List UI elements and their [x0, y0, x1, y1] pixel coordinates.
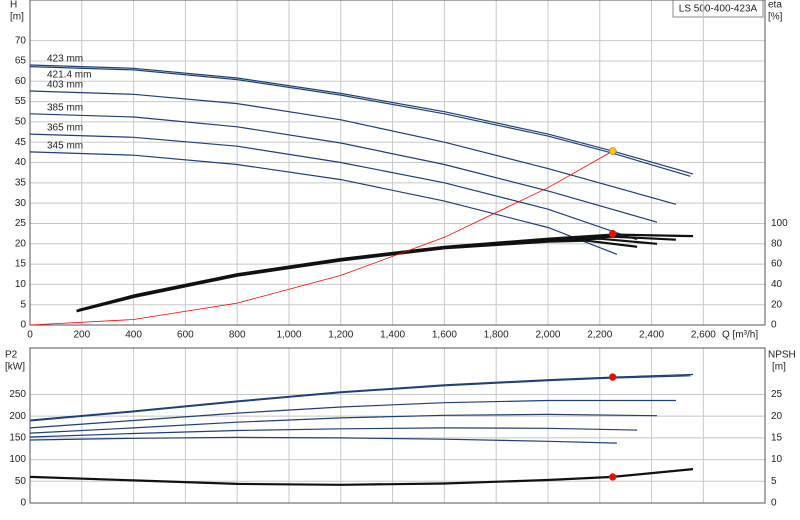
x-tick-label: 0	[27, 330, 33, 341]
x-tick-label: 400	[125, 330, 142, 341]
y2-tick-label: 0	[771, 498, 777, 509]
y-tick-label: 25	[15, 218, 27, 229]
y2-axis-unit: [m]	[772, 362, 786, 373]
y-tick-label: 30	[15, 198, 27, 209]
y-axis-label: P2	[5, 350, 18, 361]
y-tick-label: 50	[15, 476, 27, 487]
curve	[29, 64, 694, 175]
curve	[29, 413, 658, 434]
y2-axis-label: eta	[768, 0, 782, 11]
curve-label: 421.4 mm	[47, 69, 91, 80]
y-tick-label: 60	[15, 76, 27, 87]
plot-frame	[29, 0, 766, 326]
y2-axis-unit: [%]	[768, 12, 783, 23]
y-axis-label: H	[10, 0, 17, 11]
x-tick-label: 2,600	[691, 330, 716, 341]
y2-tick-label: 80	[771, 238, 783, 249]
curve	[29, 150, 613, 326]
plot-frame	[29, 347, 766, 504]
y-tick-label: 55	[15, 96, 27, 107]
y-tick-label: 5	[20, 299, 26, 310]
y-tick-label: 15	[15, 259, 27, 270]
curve	[29, 375, 691, 422]
curve	[29, 90, 677, 205]
curve-label: 385 mm	[47, 102, 83, 113]
y-tick-label: 50	[15, 117, 27, 128]
operating-point	[608, 373, 617, 381]
y-tick-label: 0	[20, 498, 26, 509]
y-tick-label: 65	[15, 56, 27, 67]
x-tick-label: 2,200	[587, 330, 612, 341]
y2-tick-label: 20	[771, 299, 783, 310]
y2-tick-label: 25	[771, 389, 783, 400]
x-tick-label: 2,400	[639, 330, 664, 341]
x-tick-label: 2,000	[535, 330, 560, 341]
curve	[76, 235, 676, 312]
curve	[29, 133, 638, 241]
y2-tick-label: 100	[771, 218, 788, 229]
y2-tick-label: 60	[771, 259, 783, 270]
curve	[29, 399, 676, 429]
y-axis-unit: [kW]	[5, 362, 25, 373]
curve	[29, 427, 638, 438]
curve-label: 345 mm	[47, 141, 83, 152]
x-axis-label: Q [m³/h]	[722, 330, 758, 341]
x-tick-label: 1,800	[484, 330, 509, 341]
curve	[29, 113, 658, 223]
curve	[78, 233, 694, 311]
y-tick-label: 10	[15, 279, 27, 290]
y-tick-label: 0	[20, 320, 26, 331]
curve	[29, 436, 617, 444]
y2-tick-label: 40	[771, 279, 783, 290]
y-tick-label: 35	[15, 177, 27, 188]
curve	[76, 237, 658, 312]
operating-point	[608, 147, 617, 155]
y2-tick-label: 20	[771, 411, 783, 422]
y2-tick-label: 10	[771, 454, 783, 465]
y2-axis-label: NPSH	[768, 350, 796, 361]
y2-tick-label: 0	[771, 320, 777, 331]
curve-label: 403 mm	[47, 80, 83, 91]
curve	[29, 468, 694, 486]
y-tick-label: 150	[9, 433, 26, 444]
y-tick-label: 70	[15, 35, 27, 46]
y-tick-label: 250	[9, 389, 26, 400]
operating-point	[608, 473, 617, 481]
x-tick-label: 600	[177, 330, 194, 341]
y-tick-label: 20	[15, 238, 27, 249]
y2-tick-label: 5	[771, 476, 777, 487]
x-tick-label: 200	[73, 330, 90, 341]
y-tick-label: 45	[15, 137, 27, 148]
curve-label: 365 mm	[47, 123, 83, 134]
y-tick-label: 100	[9, 454, 26, 465]
chart-title: LS 500-400-423A	[679, 4, 758, 15]
x-tick-label: 1,200	[328, 330, 353, 341]
title-box	[672, 0, 764, 18]
curve	[29, 66, 691, 177]
y-tick-label: 200	[9, 411, 26, 422]
curve	[29, 151, 618, 255]
curve	[29, 373, 694, 421]
curve	[76, 239, 638, 313]
x-tick-label: 1,600	[432, 330, 457, 341]
y2-tick-label: 15	[771, 433, 783, 444]
x-tick-label: 800	[229, 330, 246, 341]
x-tick-label: 1,000	[276, 330, 301, 341]
x-tick-label: 1,400	[380, 330, 405, 341]
curve-label: 423 mm	[47, 54, 83, 65]
operating-point	[608, 229, 617, 238]
y-tick-label: 40	[15, 157, 27, 168]
y-axis-unit: [m]	[10, 12, 24, 23]
